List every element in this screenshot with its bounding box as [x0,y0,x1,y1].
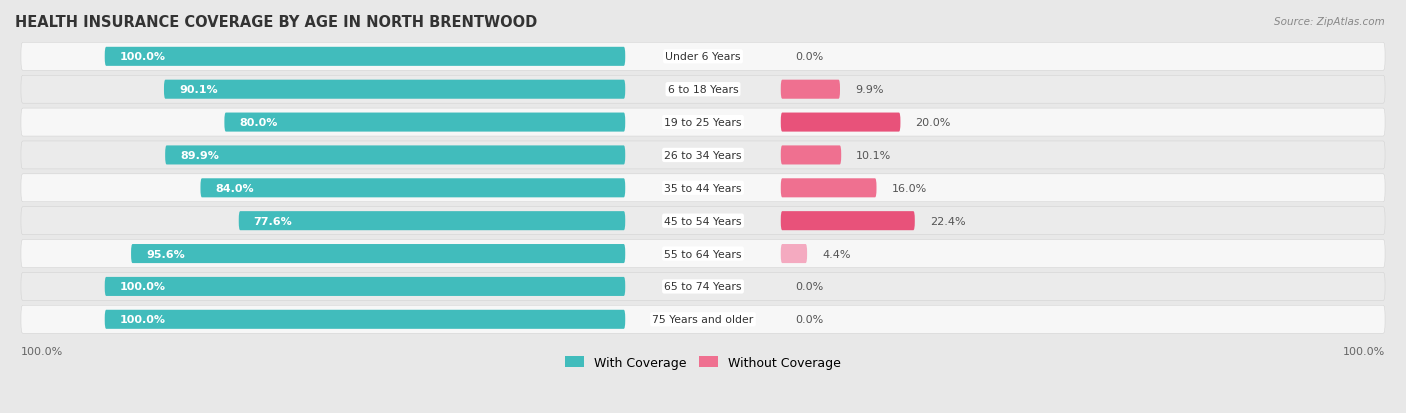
Text: 77.6%: 77.6% [253,216,292,226]
FancyBboxPatch shape [239,211,626,230]
FancyBboxPatch shape [21,76,1385,104]
Text: 22.4%: 22.4% [929,216,966,226]
Text: 100.0%: 100.0% [1343,346,1385,356]
FancyBboxPatch shape [21,240,1385,268]
FancyBboxPatch shape [104,277,626,296]
FancyBboxPatch shape [201,179,626,198]
Text: 89.9%: 89.9% [180,151,219,161]
FancyBboxPatch shape [21,207,1385,235]
FancyBboxPatch shape [21,43,1385,71]
Text: 100.0%: 100.0% [120,315,166,325]
FancyBboxPatch shape [780,81,839,100]
Text: 95.6%: 95.6% [146,249,184,259]
Text: 0.0%: 0.0% [796,282,824,292]
Text: HEALTH INSURANCE COVERAGE BY AGE IN NORTH BRENTWOOD: HEALTH INSURANCE COVERAGE BY AGE IN NORT… [15,15,537,30]
FancyBboxPatch shape [165,146,626,165]
Text: 4.4%: 4.4% [823,249,851,259]
Text: 100.0%: 100.0% [120,282,166,292]
Text: 0.0%: 0.0% [796,52,824,62]
FancyBboxPatch shape [21,109,1385,137]
Text: 0.0%: 0.0% [796,315,824,325]
FancyBboxPatch shape [21,273,1385,301]
FancyBboxPatch shape [780,113,900,132]
Text: 90.1%: 90.1% [179,85,218,95]
Text: 100.0%: 100.0% [120,52,166,62]
FancyBboxPatch shape [780,179,876,198]
Text: Source: ZipAtlas.com: Source: ZipAtlas.com [1274,17,1385,26]
Text: 100.0%: 100.0% [21,346,63,356]
Text: 10.1%: 10.1% [856,151,891,161]
Text: 75 Years and older: 75 Years and older [652,315,754,325]
Text: 65 to 74 Years: 65 to 74 Years [664,282,742,292]
Text: 19 to 25 Years: 19 to 25 Years [664,118,742,128]
Text: 45 to 54 Years: 45 to 54 Years [664,216,742,226]
FancyBboxPatch shape [165,81,626,100]
Text: 80.0%: 80.0% [239,118,278,128]
FancyBboxPatch shape [21,142,1385,169]
Text: 35 to 44 Years: 35 to 44 Years [664,183,742,193]
FancyBboxPatch shape [21,306,1385,333]
FancyBboxPatch shape [104,47,626,66]
FancyBboxPatch shape [780,244,807,263]
FancyBboxPatch shape [21,174,1385,202]
Text: 55 to 64 Years: 55 to 64 Years [664,249,742,259]
FancyBboxPatch shape [780,211,915,230]
Text: 84.0%: 84.0% [215,183,254,193]
Legend: With Coverage, Without Coverage: With Coverage, Without Coverage [561,351,845,374]
FancyBboxPatch shape [104,310,626,329]
Text: 20.0%: 20.0% [915,118,950,128]
Text: 26 to 34 Years: 26 to 34 Years [664,151,742,161]
Text: Under 6 Years: Under 6 Years [665,52,741,62]
FancyBboxPatch shape [225,113,626,132]
Text: 9.9%: 9.9% [855,85,883,95]
FancyBboxPatch shape [131,244,626,263]
FancyBboxPatch shape [780,146,841,165]
Text: 16.0%: 16.0% [891,183,927,193]
Text: 6 to 18 Years: 6 to 18 Years [668,85,738,95]
